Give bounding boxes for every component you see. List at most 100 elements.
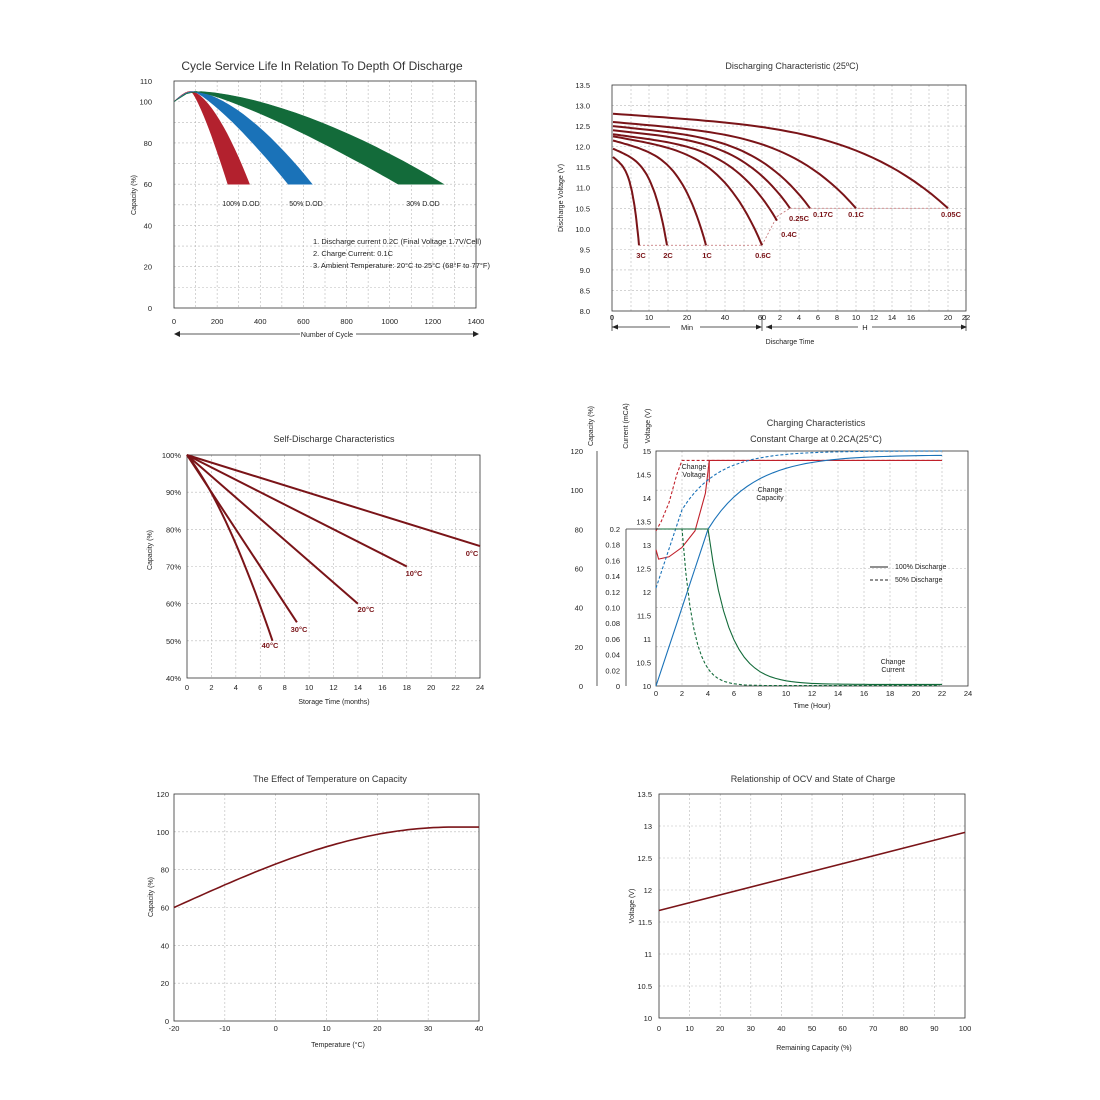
x-axis-title: Remaining Capacity (%) — [776, 1045, 851, 1052]
y-tick-label: 50% — [166, 637, 181, 646]
x-tick-label: 600 — [297, 317, 310, 326]
y-tick-label: 8.5 — [580, 286, 590, 295]
y-tick-label: 70% — [166, 563, 181, 572]
x-unit-min: Min — [681, 323, 693, 332]
current-tick-label: 0.14 — [605, 572, 620, 581]
rate-label: 0.4C — [781, 230, 797, 239]
rate-label: 0.25C — [789, 214, 810, 223]
current-tick-label: 0.16 — [605, 556, 620, 565]
x-tick-label: 70 — [869, 1024, 877, 1033]
y-tick-label: 60 — [161, 904, 169, 913]
y-axis-title: Voltage (V) — [629, 889, 636, 924]
current-tick-label: 0.2 — [610, 525, 620, 534]
y-axis-title: Capacity (%) — [148, 877, 155, 917]
chart-subtitle: Constant Charge at 0.2CA(25°C) — [750, 434, 882, 444]
x-tick-label: 14 — [834, 689, 842, 698]
capacity-curve-50 — [655, 450, 943, 589]
dod-label: 50% D.OD — [289, 201, 322, 208]
x-unit-h: H — [862, 323, 867, 332]
curve-annotation: Change — [758, 487, 783, 494]
y-axis-title: Capacity (%) — [131, 175, 138, 215]
x-tick-label: 16 — [860, 689, 868, 698]
capacity-tick-label: 0 — [579, 682, 583, 691]
y-tick-label: 10.0 — [575, 225, 590, 234]
chart-title: Cycle Service Life In Relation To Depth … — [181, 59, 463, 73]
x-tick-label: 100 — [959, 1024, 972, 1033]
current-tick-label: 0.10 — [605, 604, 620, 613]
y-tick-label: 20 — [144, 263, 152, 272]
current-tick-label: 0.02 — [605, 666, 620, 675]
y-tick-label: 100 — [156, 828, 169, 837]
y-tick-label: 110 — [140, 77, 152, 86]
curve-annotation: Change — [881, 659, 906, 666]
temperature-label: 0°C — [466, 549, 479, 558]
x-tick-label: 10 — [852, 313, 860, 322]
x-tick-label: 90 — [930, 1024, 938, 1033]
x-tick-label: 18 — [886, 689, 894, 698]
legend-label: 50% Discharge — [895, 577, 943, 584]
x-tick-label: 30 — [424, 1024, 432, 1033]
x-tick-label: 6 — [732, 689, 736, 698]
x-tick-label: 24 — [476, 683, 484, 692]
current-tick-label: 0 — [616, 682, 620, 691]
temperature-label: 40°C — [262, 641, 279, 650]
y-tick-label: 11.0 — [576, 184, 590, 193]
y-tick-label: 13.0 — [575, 102, 590, 111]
capacity-tick-label: 80 — [575, 525, 583, 534]
self-discharge-line — [186, 454, 359, 605]
y-tick-label: 100 — [139, 98, 152, 107]
y-tick-label: 90% — [166, 488, 181, 497]
axis-arrow-head — [473, 331, 479, 337]
axis-arrow-head — [961, 324, 967, 330]
chart-title: Self-Discharge Characteristics — [273, 434, 395, 444]
x-tick-label: 10 — [685, 1024, 693, 1033]
discharge-curve — [612, 156, 640, 246]
x-tick-label: 10 — [305, 683, 313, 692]
x-tick-label: 80 — [900, 1024, 908, 1033]
rate-label: 3C — [636, 251, 646, 260]
discharge-curve — [612, 129, 791, 209]
x-tick-label: 20 — [716, 1024, 724, 1033]
discharge-curve — [612, 135, 763, 246]
x-tick-label: 8 — [758, 689, 762, 698]
discharge-curve — [612, 125, 811, 209]
x-axis-title: Temperature (°C) — [311, 1041, 365, 1049]
axis-arrow-head — [612, 324, 618, 330]
x-tick-label: 10 — [322, 1024, 330, 1033]
cutoff-line — [776, 207, 791, 217]
temperature-label: 20°C — [358, 605, 375, 614]
y-tick-label: 10.5 — [575, 204, 590, 213]
discharge-curve — [612, 139, 707, 246]
capacity-axis-title: Capacity (%) — [588, 406, 595, 446]
x-tick-label: 40 — [777, 1024, 785, 1033]
discharge-curve — [612, 147, 668, 246]
current-tick-label: 0.06 — [605, 635, 620, 644]
voltage-tick-label: 10 — [643, 682, 651, 691]
curve-annotation: Change — [682, 464, 707, 471]
legend-label: 100% Discharge — [895, 564, 946, 571]
x-tick-label: -20 — [169, 1024, 180, 1033]
chart-note: 2. Charge Current: 0.1C — [313, 249, 394, 258]
chart-title: Relationship of OCV and State of Charge — [731, 774, 896, 784]
x-tick-label: 12 — [870, 313, 878, 322]
x-tick-label: 10 — [782, 689, 790, 698]
rate-label: 0.17C — [813, 210, 834, 219]
y-tick-label: 100% — [162, 451, 182, 460]
x-tick-label: 10 — [645, 313, 653, 322]
temperature-label: 30°C — [291, 625, 308, 634]
dod-band — [173, 91, 250, 185]
y-tick-label: 13.5 — [575, 81, 590, 90]
voltage-tick-label: 11 — [643, 635, 651, 644]
x-tick-label: 6 — [258, 683, 262, 692]
voltage-tick-label: 13.5 — [636, 518, 651, 527]
cycle-life-chart: Cycle Service Life In Relation To Depth … — [131, 59, 490, 339]
x-tick-label: 16 — [907, 313, 915, 322]
plot-frame — [658, 793, 966, 1019]
x-tick-label: 20 — [427, 683, 435, 692]
x-axis-title: Storage Time (months) — [298, 699, 369, 706]
y-tick-label: 11.5 — [638, 918, 652, 927]
dod-label: 30% D.OD — [406, 201, 439, 208]
